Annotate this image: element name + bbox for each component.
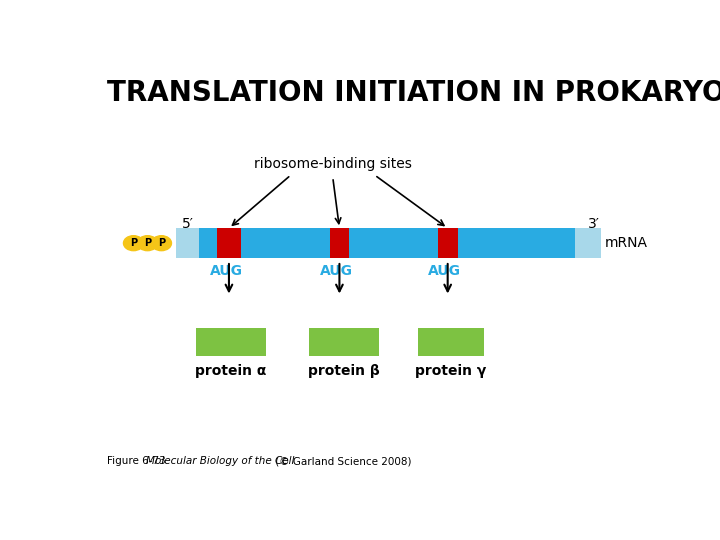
Text: 5′: 5′	[181, 217, 194, 231]
Text: P: P	[158, 238, 165, 248]
Text: AUG: AUG	[210, 265, 243, 279]
Text: Figure 6-73: Figure 6-73	[107, 456, 172, 466]
Circle shape	[151, 235, 171, 251]
Text: ribosome-binding sites: ribosome-binding sites	[253, 157, 412, 171]
Text: P: P	[144, 238, 151, 248]
Text: 3′: 3′	[588, 217, 600, 231]
Text: AUG: AUG	[428, 265, 462, 279]
Bar	[438, 228, 458, 258]
Bar	[330, 228, 349, 258]
Text: protein α: protein α	[195, 364, 266, 378]
Bar	[196, 328, 266, 356]
Circle shape	[124, 235, 143, 251]
Text: Molecular Biology of the Cell: Molecular Biology of the Cell	[145, 456, 294, 466]
Text: mRNA: mRNA	[605, 236, 647, 250]
Text: (© Garland Science 2008): (© Garland Science 2008)	[272, 456, 411, 466]
Text: protein β: protein β	[308, 364, 380, 378]
Bar	[176, 228, 199, 258]
Bar	[418, 328, 484, 356]
Text: TRANSLATION INITIATION IN PROKARYOTES: TRANSLATION INITIATION IN PROKARYOTES	[107, 79, 720, 107]
Bar	[575, 228, 600, 258]
Text: AUG: AUG	[320, 265, 353, 279]
Text: protein γ: protein γ	[415, 364, 487, 378]
Bar	[176, 228, 600, 258]
Bar	[217, 228, 240, 258]
Bar	[310, 328, 379, 356]
Circle shape	[138, 235, 158, 251]
Text: P: P	[130, 238, 137, 248]
